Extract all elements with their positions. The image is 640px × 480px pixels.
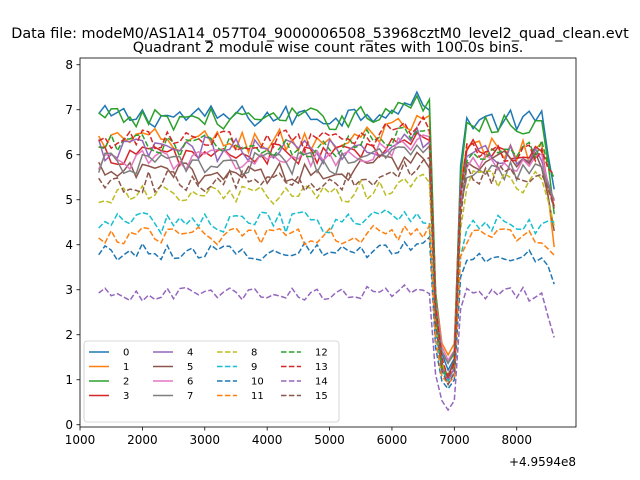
- series-line-2: [98, 94, 555, 365]
- legend-label-13: 13: [315, 362, 328, 373]
- x-axis: 1000 2000 3000 4000 5000 6000 7000 8000: [65, 427, 532, 447]
- y-axis: 0 1 2 3 4 5 6 7 8: [65, 58, 80, 432]
- series-line-15: [98, 156, 555, 387]
- legend-label-1: 1: [123, 362, 129, 373]
- y-tick-label: 6: [65, 148, 73, 162]
- y-tick-label: 2: [65, 328, 73, 342]
- legend-label-5: 5: [187, 362, 193, 373]
- legend-label-8: 8: [251, 348, 257, 359]
- y-tick-label: 8: [65, 58, 73, 72]
- legend-label-6: 6: [187, 377, 193, 388]
- series-line-7: [97, 143, 555, 366]
- x-tick-label: 6000: [377, 433, 408, 447]
- y-tick-label: 4: [65, 238, 73, 252]
- legend-label-4: 4: [187, 348, 193, 359]
- series-line-8: [98, 170, 555, 380]
- y-tick-label: 3: [65, 283, 73, 297]
- series-line-5: [98, 150, 555, 377]
- series-line-6: [98, 134, 555, 362]
- series-line-11: [98, 222, 555, 385]
- axes-frame: [79, 57, 577, 428]
- y-tick-label: 5: [65, 193, 73, 207]
- legend-label-3: 3: [123, 391, 129, 402]
- legend-label-15: 15: [315, 391, 328, 402]
- series-line-13: [98, 115, 555, 381]
- figure-suptitle: Data file: modeM0/AS1A14_057T04_90000065…: [11, 26, 629, 42]
- legend-label-14: 14: [315, 377, 328, 388]
- y-tick-label: 7: [65, 103, 73, 117]
- legend-box: [83, 340, 340, 423]
- y-tick-label: 1: [65, 373, 73, 387]
- series-line-10: [98, 235, 555, 391]
- y-tick-label: 0: [65, 418, 73, 432]
- x-tick-label: 7000: [439, 433, 470, 447]
- x-tick-label: 5000: [314, 433, 345, 447]
- chart-title: Quadrant 2 module wise count rates with …: [133, 40, 524, 56]
- series-line-4: [97, 125, 555, 383]
- x-offset-label: +4.9594e8: [509, 455, 576, 469]
- legend-label-12: 12: [315, 348, 328, 359]
- legend-label-9: 9: [251, 362, 257, 373]
- legend-label-11: 11: [251, 391, 264, 402]
- series-line-12: [98, 126, 555, 379]
- legend-label-2: 2: [123, 377, 129, 388]
- legend-label-10: 10: [251, 377, 264, 388]
- series-line-1: [98, 114, 555, 357]
- legend-label-0: 0: [123, 348, 129, 359]
- series-line-14: [98, 283, 555, 412]
- x-tick-label: 1000: [65, 433, 96, 447]
- x-tick-label: 3000: [190, 433, 221, 447]
- legend-label-7: 7: [187, 391, 193, 402]
- x-tick-label: 2000: [127, 433, 158, 447]
- x-tick-label: 4000: [252, 433, 283, 447]
- series-layer: [97, 90, 555, 412]
- x-tick-label: 8000: [501, 433, 532, 447]
- series-line-9: [98, 208, 555, 383]
